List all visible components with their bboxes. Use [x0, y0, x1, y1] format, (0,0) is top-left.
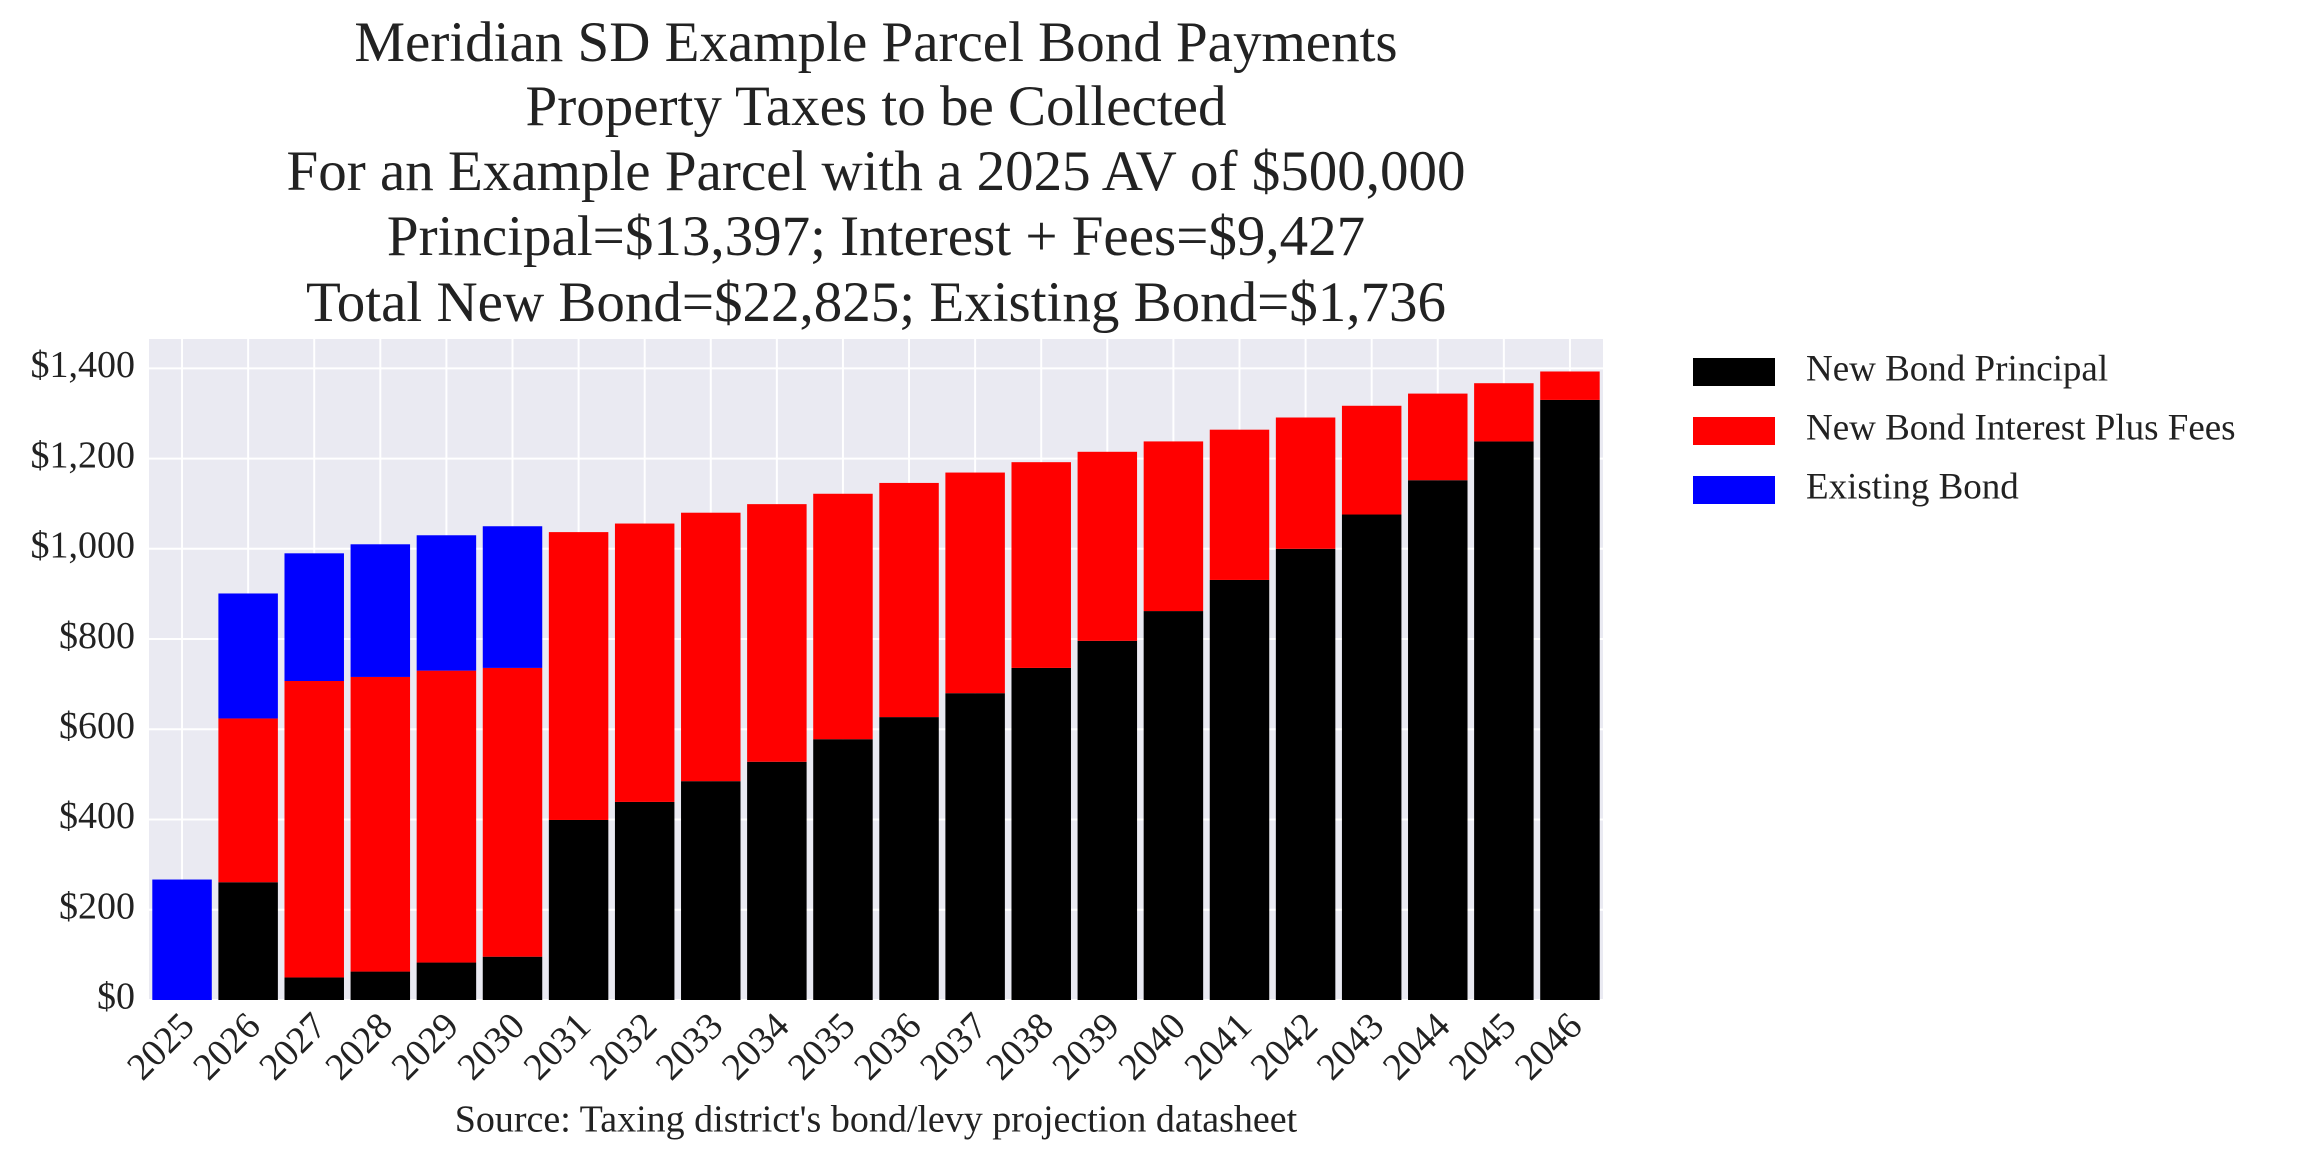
x-tick-label: 2046: [1507, 1005, 1590, 1088]
bar-segment: [350, 544, 411, 677]
bar-segment: [813, 739, 873, 1000]
legend-label: New Bond Interest Plus Fees: [1806, 407, 2236, 448]
title-line: Total New Bond=$22,825; Existing Bond=$1…: [306, 271, 1446, 334]
legend-swatch: [1693, 358, 1775, 386]
x-tick-label: 2028: [317, 1005, 400, 1088]
bar-segment: [1011, 462, 1071, 668]
title-line: Principal=$13,397; Interest + Fees=$9,42…: [387, 205, 1365, 268]
bar-segment: [482, 526, 543, 668]
bar-segment: [416, 962, 477, 1000]
bar-segment: [1540, 371, 1600, 400]
bar-segment: [1209, 579, 1270, 1000]
x-tick-label: 2039: [1044, 1005, 1127, 1088]
bar-segment: [879, 482, 939, 718]
x-tick-label: 2035: [780, 1005, 863, 1088]
x-tick-label: 2031: [516, 1005, 599, 1088]
x-tick-label: 2036: [846, 1005, 929, 1088]
bar-segment: [416, 535, 477, 671]
y-tick-label: $800: [59, 615, 135, 657]
x-tick-label: 2030: [450, 1005, 533, 1088]
x-tick-label: 2038: [978, 1005, 1061, 1088]
y-tick-label: $0: [97, 976, 135, 1018]
x-tick-label: 2045: [1441, 1005, 1524, 1088]
bar-segment: [681, 781, 741, 1000]
bar-segment: [482, 667, 543, 957]
bar-segment: [747, 761, 807, 1000]
bar-segment: [1341, 405, 1402, 515]
bar-segment: [879, 717, 939, 1000]
bar-segment: [1275, 417, 1336, 549]
x-tick-label: 2033: [648, 1005, 731, 1088]
legend-swatch: [1693, 476, 1775, 504]
title-line: For an Example Parcel with a 2025 AV of …: [287, 140, 1466, 203]
bar-segment: [548, 532, 609, 820]
bar-segment: [1341, 514, 1402, 1000]
x-tick-label: 2043: [1309, 1005, 1392, 1088]
bar-segment: [284, 977, 344, 1000]
bar-segment: [218, 593, 278, 719]
bar-segment: [1143, 611, 1204, 1000]
legend-label: New Bond Principal: [1806, 348, 2108, 389]
bar-segment: [1474, 441, 1534, 1001]
legend-swatch: [1693, 417, 1775, 445]
bar-segment: [416, 670, 477, 963]
bar-segment: [1474, 383, 1534, 442]
bar-segment: [614, 523, 675, 802]
bar-segment: [1209, 429, 1270, 580]
bar-segment: [218, 882, 278, 1000]
x-tick-label: 2029: [383, 1005, 466, 1088]
bar-segment: [1077, 451, 1138, 641]
x-tick-label: 2027: [251, 1005, 334, 1088]
y-tick-label: $400: [59, 795, 135, 837]
title-line: Meridian SD Example Parcel Bond Payments: [354, 11, 1397, 74]
legend-label: Existing Bond: [1806, 466, 2019, 507]
bar-segment: [218, 718, 278, 883]
bar-segment: [284, 553, 344, 682]
source: Source: Taxing district's bond/levy proj…: [455, 1099, 1298, 1141]
x-tick-label: 2042: [1243, 1005, 1326, 1088]
bar-segment: [482, 956, 543, 1000]
bar-segment: [1143, 441, 1204, 612]
bar-segment: [152, 879, 212, 1000]
bar-segment: [350, 971, 411, 1000]
bar-segment: [1011, 667, 1071, 1000]
y-tick-label: $1,200: [31, 434, 136, 476]
bar-segment: [1408, 480, 1468, 1000]
x-tick-label: 2044: [1375, 1005, 1458, 1088]
bar-segment: [1275, 548, 1336, 1000]
bar-segment: [945, 472, 1005, 694]
x-tick-label: 2037: [912, 1005, 995, 1088]
x-tick-label: 2041: [1177, 1005, 1260, 1088]
y-tick-label: $1,000: [31, 525, 136, 567]
bar-segment: [350, 676, 411, 972]
y-tick-label: $1,400: [31, 344, 136, 386]
bar-segment: [548, 819, 609, 1000]
bar-segment: [1408, 393, 1468, 481]
y-tick-label: $200: [59, 885, 135, 927]
y-tick-label: $600: [59, 705, 135, 747]
x-tick-label: 2034: [714, 1005, 797, 1088]
bar-segment: [945, 693, 1005, 1000]
bar-segment: [681, 512, 741, 782]
bar-segment: [614, 801, 675, 1000]
bar-segment: [813, 493, 873, 740]
x-tick-label: 2040: [1110, 1005, 1193, 1088]
title-line: Property Taxes to be Collected: [526, 75, 1227, 138]
bar-segment: [1540, 399, 1600, 1000]
x-tick-label: 2026: [185, 1005, 268, 1088]
x-tick-label: 2032: [582, 1005, 665, 1088]
bar-segment: [747, 504, 807, 762]
bar-segment: [1077, 640, 1138, 1000]
bar-segment: [284, 681, 344, 978]
